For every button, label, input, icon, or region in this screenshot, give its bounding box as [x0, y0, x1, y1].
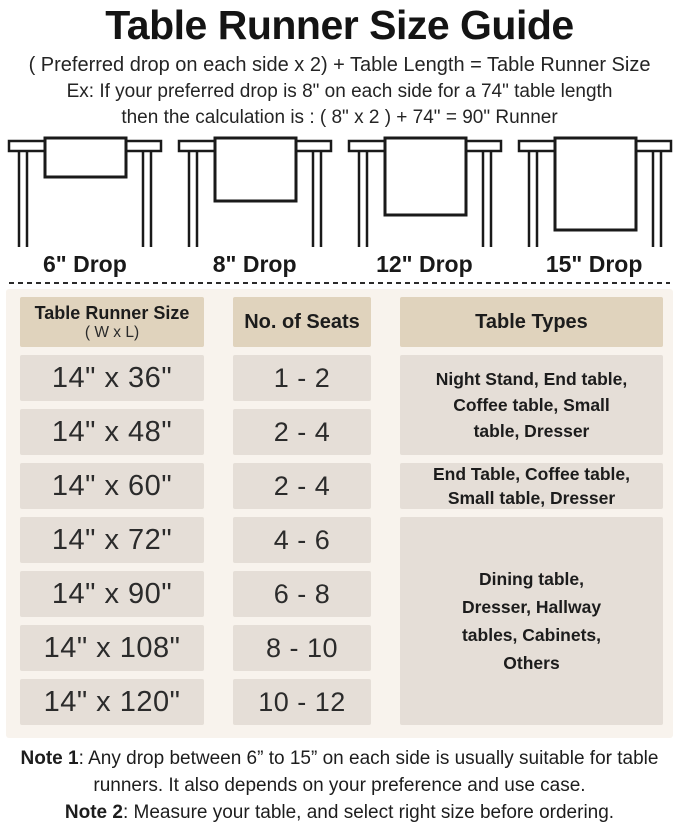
note-2: Note 2: Measure your table, and select r… [0, 799, 679, 826]
header-runner-size-sub: ( W x L) [84, 323, 140, 341]
drop-column-12 [340, 136, 510, 248]
size-cell-14x60: 14" x 60" [20, 463, 204, 509]
size-cell-14x108: 14" x 108" [20, 625, 204, 671]
formula-text: ( Preferred drop on each side x 2) + Tab… [28, 54, 651, 76]
example-line-1: Ex: If your preferred drop is 8" on each… [66, 81, 613, 102]
notes-section: Note 1: Any drop between 6” to 15” on ea… [0, 745, 679, 826]
seats-cell-row-7: 10 - 12 [233, 679, 371, 725]
table-legs [527, 151, 663, 247]
table-runner-8-illustration [177, 136, 333, 247]
drop-column-6 [0, 136, 170, 248]
seats-cell-row-1: 1 - 2 [233, 355, 371, 401]
seats-cell-row-5: 6 - 8 [233, 571, 371, 617]
seats-cell-row-4: 4 - 6 [233, 517, 371, 563]
size-table-panel: Table Runner Size ( W x L) No. of Seats … [6, 289, 673, 738]
table-legs [357, 151, 493, 247]
note-1: Note 1: Any drop between 6” to 15” on ea… [0, 745, 679, 799]
drop-column-15 [510, 136, 679, 248]
note-2-label: Note 2 [64, 802, 123, 823]
drop-illustrations [0, 136, 679, 248]
table-types-group-large: Dining table, Dresser, Hallway tables, C… [400, 517, 663, 725]
note-2-text: : Measure your table, and select right s… [122, 802, 615, 823]
drop-label-15: 15" Drop [545, 251, 643, 277]
note-1-label: Note 1 [20, 748, 79, 769]
drop-column-8 [170, 136, 340, 248]
table-runner-15-illustration [517, 136, 673, 247]
example-line-2: then the calculation is : ( 8" x 2 ) + 7… [121, 107, 558, 128]
runner-drape [383, 136, 468, 217]
seats-cell-row-2: 2 - 4 [233, 409, 371, 455]
size-cell-14x48: 14" x 48" [20, 409, 204, 455]
table-legs [187, 151, 323, 247]
runner-drape [553, 136, 638, 232]
header-runner-size-title: Table Runner Size [34, 302, 190, 323]
size-cell-14x36: 14" x 36" [20, 355, 204, 401]
table-legs [17, 151, 153, 247]
drop-label-6: 6" Drop [43, 251, 127, 277]
size-table: Table Runner Size ( W x L) No. of Seats … [20, 297, 664, 725]
header-runner-size: Table Runner Size ( W x L) [20, 297, 204, 347]
drop-label-12: 12" Drop [376, 251, 473, 277]
seats-cell-row-3: 2 - 4 [233, 463, 371, 509]
drop-label-8: 8" Drop [212, 251, 297, 277]
size-cell-14x90: 14" x 90" [20, 571, 204, 617]
table-types-group-small: Night Stand, End table, Coffee table, Sm… [400, 355, 663, 455]
table-runner-6-illustration [7, 136, 163, 247]
header-table-types: Table Types [400, 297, 663, 347]
drop-labels: 6" Drop 8" Drop 12" Drop 15" Drop [0, 250, 679, 278]
runner-drape [213, 136, 298, 203]
table-types-group-medium: End Table, Coffee table, Small table, Dr… [400, 463, 663, 509]
dashed-divider [9, 282, 670, 284]
size-cell-14x120: 14" x 120" [20, 679, 204, 725]
table-runner-12-illustration [347, 136, 503, 247]
header-seats: No. of Seats [233, 297, 371, 347]
size-cell-14x72: 14" x 72" [20, 517, 204, 563]
runner-drape [43, 136, 128, 179]
page-title: Table Runner Size Guide [105, 2, 574, 48]
note-1-text: : Any drop between 6” to 15” on each sid… [78, 748, 659, 796]
seats-cell-row-6: 8 - 10 [233, 625, 371, 671]
